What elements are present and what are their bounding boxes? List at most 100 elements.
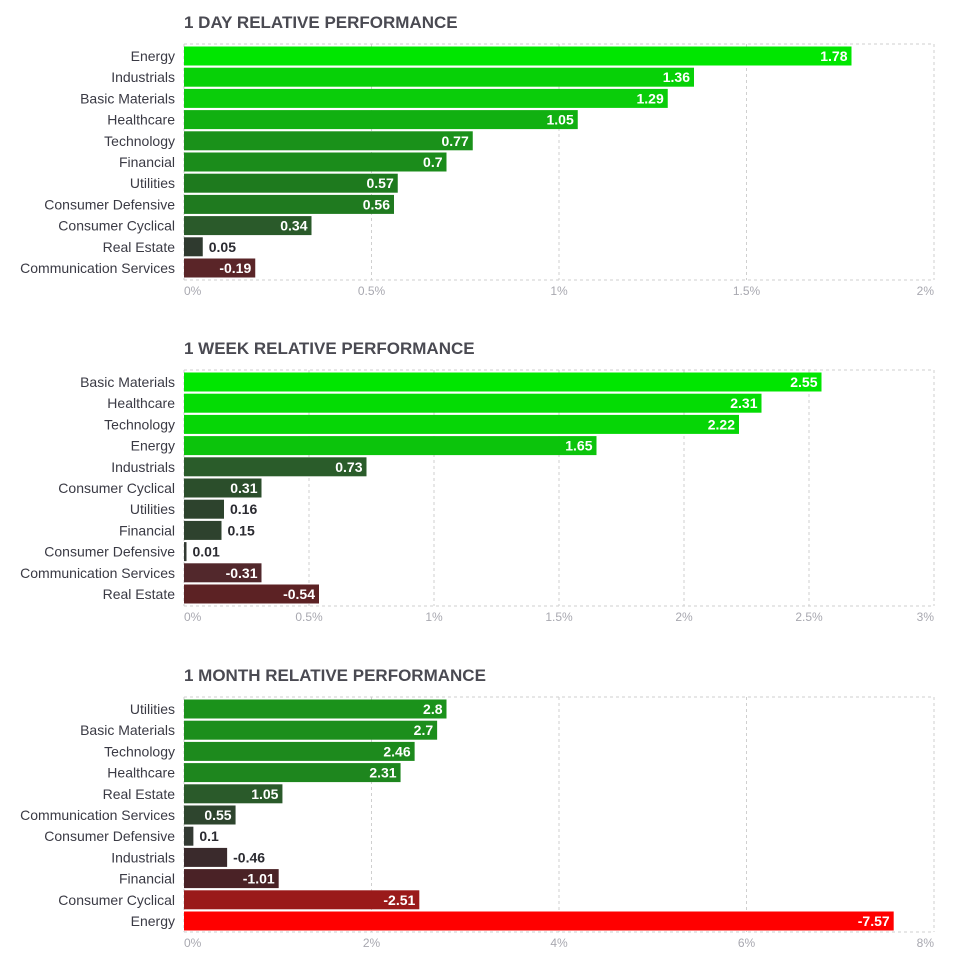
value-label-technology: 2.46 [383, 743, 410, 759]
category-label-real-estate: Real Estate [103, 586, 176, 602]
value-label-real-estate: 1.05 [251, 786, 278, 802]
value-label-financial: 0.15 [228, 522, 255, 538]
category-label-industrials: Industrials [111, 849, 175, 865]
bar-technology[interactable] [184, 741, 415, 761]
x-tick-label: 0% [184, 936, 202, 950]
bar-energy[interactable] [184, 911, 894, 931]
x-tick-label: 2% [363, 936, 381, 950]
value-label-healthcare: 2.31 [369, 765, 396, 781]
bar-industrials[interactable] [184, 847, 228, 867]
category-label-consumer-cyclical: Consumer Cyclical [58, 892, 175, 908]
category-label-healthcare: Healthcare [107, 395, 175, 411]
value-label-financial: 0.7 [423, 154, 443, 170]
bar-communication-services[interactable] [184, 805, 236, 825]
bar-healthcare[interactable] [184, 393, 762, 413]
x-tick-label: 8% [917, 936, 935, 950]
bar-consumer-defensive[interactable] [184, 194, 394, 214]
bar-industrials[interactable] [184, 457, 367, 477]
value-label-energy: 1.65 [565, 438, 592, 454]
bar-real-estate[interactable] [184, 584, 319, 604]
bar-real-estate[interactable] [184, 784, 283, 804]
chart-title: 1 DAY RELATIVE PERFORMANCE [184, 13, 458, 32]
value-label-utilities: 0.57 [367, 175, 394, 191]
category-label-financial: Financial [119, 154, 175, 170]
bar-utilities[interactable] [184, 499, 224, 519]
chart-0: 1 DAY RELATIVE PERFORMANCE 0% 0.5% 1% 1.5% 2%… [20, 13, 935, 298]
x-tick-label: 2.5% [795, 610, 823, 624]
category-label-basic-materials: Basic Materials [80, 722, 175, 738]
category-label-financial: Financial [119, 871, 175, 887]
bar-basic-materials[interactable] [184, 720, 438, 740]
category-label-utilities: Utilities [130, 701, 175, 717]
x-tick-label: 1.5% [545, 610, 573, 624]
value-label-consumer-defensive: 0.56 [363, 196, 390, 212]
value-label-utilities: 0.16 [230, 501, 257, 517]
bar-energy[interactable] [184, 46, 852, 66]
category-label-industrials: Industrials [111, 69, 175, 85]
value-label-healthcare: 2.31 [730, 395, 757, 411]
chart-title: 1 WEEK RELATIVE PERFORMANCE [184, 339, 475, 358]
bar-consumer-cyclical[interactable] [184, 478, 262, 498]
value-label-energy: -7.57 [858, 913, 890, 929]
x-tick-label: 1% [550, 284, 568, 298]
bar-healthcare[interactable] [184, 763, 401, 783]
x-tick-label: 2% [917, 284, 935, 298]
bar-industrials[interactable] [184, 67, 694, 87]
bar-basic-materials[interactable] [184, 88, 668, 108]
value-label-communication-services: 0.55 [204, 807, 231, 823]
category-label-energy: Energy [131, 48, 175, 64]
value-label-consumer-cyclical: 0.31 [230, 480, 257, 496]
category-label-communication-services: Communication Services [20, 260, 175, 276]
bar-financial[interactable] [184, 520, 222, 540]
chart-1: 1 WEEK RELATIVE PERFORMANCE 0% 0.5% 1% 1.5% 2… [20, 339, 935, 624]
category-label-utilities: Utilities [130, 501, 175, 517]
category-label-real-estate: Real Estate [103, 239, 176, 255]
category-label-consumer-defensive: Consumer Defensive [44, 544, 175, 560]
category-label-real-estate: Real Estate [103, 786, 176, 802]
category-label-technology: Technology [104, 133, 175, 149]
bar-technology[interactable] [184, 414, 739, 434]
category-label-basic-materials: Basic Materials [80, 90, 175, 106]
value-label-real-estate: 0.05 [209, 239, 236, 255]
bar-basic-materials[interactable] [184, 372, 822, 392]
x-tick-label: 6% [738, 936, 756, 950]
bar-healthcare[interactable] [184, 110, 578, 130]
value-label-utilities: 2.8 [423, 701, 443, 717]
value-label-consumer-cyclical: 0.34 [280, 218, 307, 234]
bar-consumer-cyclical[interactable] [184, 216, 312, 236]
value-label-communication-services: -0.31 [226, 565, 258, 581]
bar-utilities[interactable] [184, 699, 447, 719]
bar-consumer-defensive[interactable] [184, 826, 194, 846]
bar-utilities[interactable] [184, 173, 398, 193]
value-label-healthcare: 1.05 [547, 112, 574, 128]
value-label-basic-materials: 2.55 [790, 374, 817, 390]
chart-title: 1 MONTH RELATIVE PERFORMANCE [184, 666, 486, 685]
category-label-consumer-cyclical: Consumer Cyclical [58, 218, 175, 234]
category-label-communication-services: Communication Services [20, 565, 175, 581]
value-label-basic-materials: 1.29 [637, 90, 664, 106]
category-label-basic-materials: Basic Materials [80, 374, 175, 390]
bar-financial[interactable] [184, 152, 447, 172]
value-label-industrials: 0.73 [335, 459, 362, 475]
category-label-consumer-cyclical: Consumer Cyclical [58, 480, 175, 496]
bar-communication-services[interactable] [184, 563, 262, 583]
x-tick-label: 1.5% [733, 284, 761, 298]
bar-technology[interactable] [184, 131, 473, 151]
chart-2: 1 MONTH RELATIVE PERFORMANCE 0% 2% 4% 6% 8% Ut… [20, 666, 935, 950]
x-tick-label: 0% [184, 284, 202, 298]
bar-consumer-cyclical[interactable] [184, 890, 420, 910]
category-label-energy: Energy [131, 438, 175, 454]
bar-consumer-defensive[interactable] [184, 542, 187, 562]
value-label-communication-services: -0.19 [219, 260, 251, 276]
bar-energy[interactable] [184, 436, 597, 456]
x-tick-label: 0.5% [358, 284, 386, 298]
value-label-technology: 2.22 [708, 416, 735, 432]
category-label-healthcare: Healthcare [107, 765, 175, 781]
bar-real-estate[interactable] [184, 237, 203, 257]
bar-communication-services[interactable] [184, 258, 256, 278]
bar-financial[interactable] [184, 869, 279, 889]
category-label-consumer-defensive: Consumer Defensive [44, 196, 175, 212]
x-tick-label: 0% [184, 610, 202, 624]
value-label-consumer-cyclical: -2.51 [383, 892, 415, 908]
